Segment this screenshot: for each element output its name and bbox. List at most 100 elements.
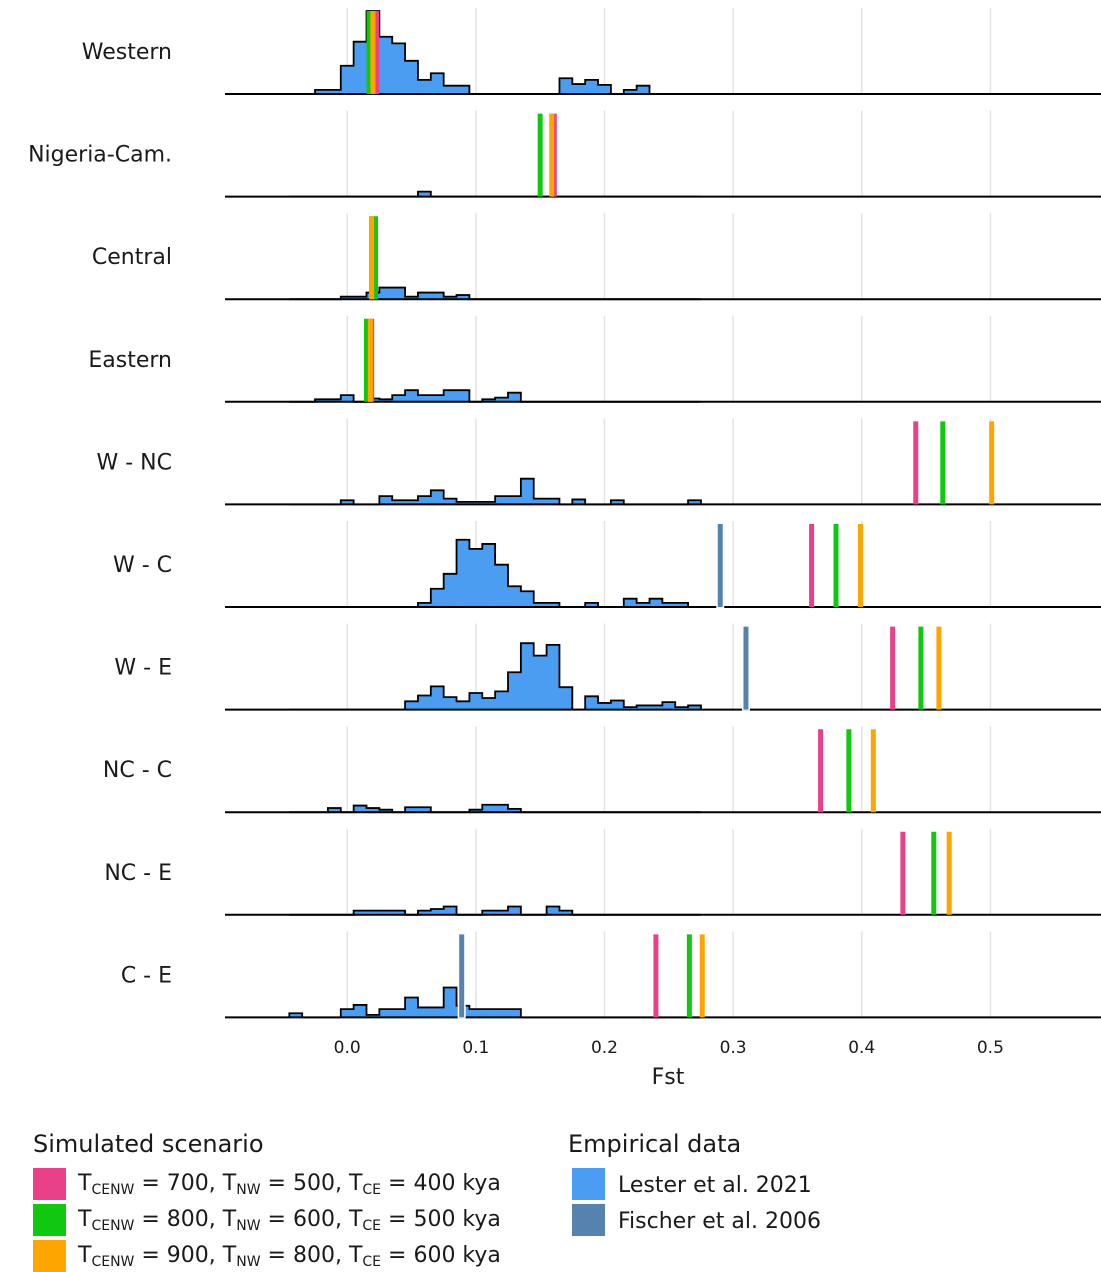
histogram-bar	[353, 910, 367, 915]
histogram-bar	[623, 89, 637, 94]
histogram-bar	[430, 908, 444, 915]
histogram-bar	[507, 808, 522, 813]
histogram-bar	[340, 296, 354, 300]
histogram-bar	[392, 43, 406, 94]
histogram-bar	[379, 1009, 393, 1018]
histogram-bar	[405, 390, 419, 402]
histogram-bar	[430, 395, 444, 402]
histogram-bar	[610, 500, 625, 505]
x-tick-label: 0.1	[462, 1038, 489, 1058]
histogram-bar	[533, 498, 547, 505]
histogram-bar	[546, 906, 560, 915]
histogram-bar	[559, 78, 573, 94]
histogram-bar	[623, 598, 637, 607]
histogram-bar	[443, 296, 457, 300]
legend-label: TCENW = 800, TNW = 600, TCE = 500 kya	[77, 1207, 501, 1234]
histogram-bar	[469, 809, 483, 813]
histogram-bar	[417, 395, 432, 402]
histogram-bar	[675, 707, 689, 710]
legend-title: Simulated scenario	[33, 1130, 264, 1158]
histogram-bar	[379, 399, 393, 402]
histogram-bar	[289, 1013, 303, 1018]
histogram-bar	[469, 548, 483, 607]
histogram-bar	[649, 598, 663, 607]
legend-label-part: NW	[236, 1218, 260, 1234]
histogram-bar	[456, 295, 470, 300]
histogram-bar	[598, 702, 612, 710]
histogram-bar	[495, 1009, 509, 1018]
histogram-bar	[417, 602, 432, 607]
histogram-bar	[405, 296, 419, 300]
row-label: NC - C	[103, 758, 172, 783]
histogram-bar	[456, 390, 470, 402]
row-label: Central	[92, 245, 172, 270]
x-tick-label: 0.4	[848, 1038, 875, 1058]
legend-label-part: = 900, T	[134, 1243, 236, 1268]
legend-label-part: CENW	[91, 1182, 134, 1198]
histogram-bar	[379, 36, 393, 94]
histogram-bar	[315, 399, 329, 402]
histogram-bar	[610, 700, 625, 710]
histogram-bar	[443, 987, 457, 1018]
legend-label-part: = 800, T	[134, 1207, 236, 1232]
histogram-bar	[546, 644, 560, 710]
histogram-bar	[405, 701, 419, 710]
legend-label-part: CENW	[91, 1254, 134, 1270]
legend-label-part: = 500, T	[261, 1171, 363, 1196]
histogram-bar	[469, 1009, 483, 1018]
x-tick-label: 0.0	[334, 1038, 361, 1058]
histogram-bar	[507, 586, 522, 607]
histogram-bar	[495, 397, 509, 402]
histogram-bar	[443, 85, 457, 94]
histogram-bar	[585, 696, 599, 710]
legend-label-part: T	[77, 1207, 92, 1232]
histogram-bar	[662, 702, 676, 710]
legend-label: Lester et al. 2021	[618, 1173, 812, 1198]
histogram-bar	[456, 701, 470, 710]
histogram-bar	[366, 910, 380, 915]
histogram-bar	[482, 1009, 496, 1018]
histogram-bar	[417, 79, 432, 94]
histogram-bar	[520, 591, 535, 607]
histogram-bar	[392, 1009, 406, 1018]
row-label: Western	[82, 40, 172, 65]
legend-label-part: T	[77, 1243, 92, 1268]
histogram-bar	[417, 807, 432, 813]
histogram-bar	[327, 808, 342, 813]
histogram-bar	[417, 191, 432, 197]
histogram-bar	[353, 805, 367, 813]
histogram-bar	[315, 89, 329, 94]
histogram-bar	[675, 602, 689, 607]
histogram-bar	[533, 602, 547, 607]
histogram-bar	[520, 643, 535, 710]
histogram-bar	[353, 41, 367, 94]
histogram-bar	[520, 478, 535, 505]
legend-swatch	[572, 1168, 605, 1200]
legend-swatch	[572, 1204, 605, 1236]
histogram-bar	[392, 910, 406, 915]
legend-swatch	[33, 1204, 66, 1236]
histogram-bar	[495, 804, 509, 813]
histogram-bar	[572, 499, 586, 505]
histogram-bar	[327, 89, 342, 94]
histogram-bar	[430, 292, 444, 300]
histogram-bar	[417, 496, 432, 505]
histogram-bar	[585, 602, 599, 607]
histogram-bar	[507, 906, 522, 915]
histogram-bar	[546, 602, 560, 607]
histogram-bar	[469, 501, 483, 505]
histogram-bar	[688, 705, 702, 710]
histogram-bar	[405, 997, 419, 1018]
histogram-bar	[430, 490, 444, 505]
row-label: C - E	[121, 963, 172, 988]
legend-label-part: CE	[362, 1182, 381, 1198]
histogram-bar	[379, 287, 393, 300]
histogram-bar	[495, 564, 509, 607]
row-label: NC - E	[104, 861, 172, 886]
histogram-bar	[507, 392, 522, 402]
histogram-bar	[559, 687, 573, 710]
histogram-bar	[430, 73, 444, 94]
legend-label-part: T	[77, 1171, 92, 1196]
